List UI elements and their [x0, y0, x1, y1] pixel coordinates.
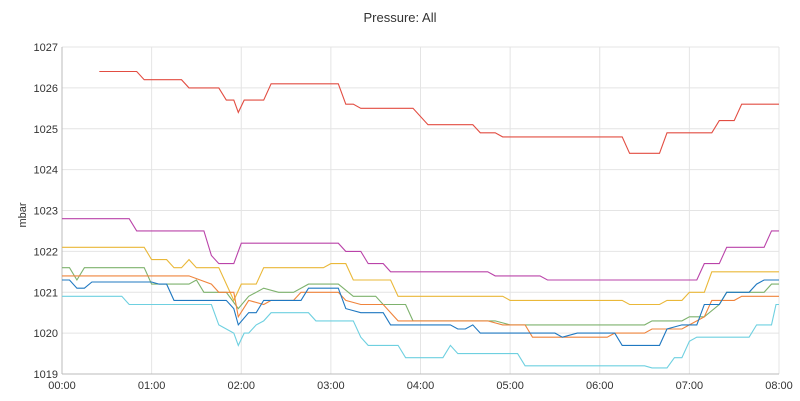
- x-tick-label: 06:00: [586, 380, 614, 392]
- y-tick-label: 1020: [34, 328, 58, 340]
- y-tick-label: 1022: [34, 246, 58, 258]
- y-tick-label: 1025: [34, 124, 58, 136]
- series-line-5: [62, 275, 779, 338]
- series-layer: [62, 70, 779, 369]
- series-line-3: [62, 246, 779, 306]
- y-tick-label: 1026: [34, 83, 58, 95]
- y-tick-label: 1023: [34, 206, 58, 218]
- series-line-6: [62, 279, 779, 346]
- series-line-2: [62, 218, 779, 281]
- x-tick-label: 04:00: [407, 380, 435, 392]
- y-tick-label: 1021: [34, 287, 58, 299]
- series-line-7: [62, 295, 779, 369]
- series-line-4: [62, 267, 779, 326]
- y-tick-label: 1019: [34, 369, 58, 381]
- y-tick-label: 1024: [34, 165, 58, 177]
- x-tick-label: 00:00: [48, 380, 76, 392]
- x-tick-label: 07:00: [676, 380, 704, 392]
- x-tick-label: 01:00: [138, 380, 166, 392]
- x-tick-label: 02:00: [227, 380, 255, 392]
- chart-title: Pressure: All: [363, 10, 437, 25]
- y-tick-label: 1027: [34, 42, 58, 54]
- series-line-1: [99, 70, 779, 154]
- x-tick-label: 03:00: [317, 380, 345, 392]
- axis-layer: 1019 1020 1021 1022 1023 1024 1025 1026 1027 00:0…: [34, 42, 793, 392]
- y-axis-label: mbar: [17, 202, 29, 227]
- x-tick-label: 08:00: [765, 380, 793, 392]
- x-tick-label: 05:00: [496, 380, 524, 392]
